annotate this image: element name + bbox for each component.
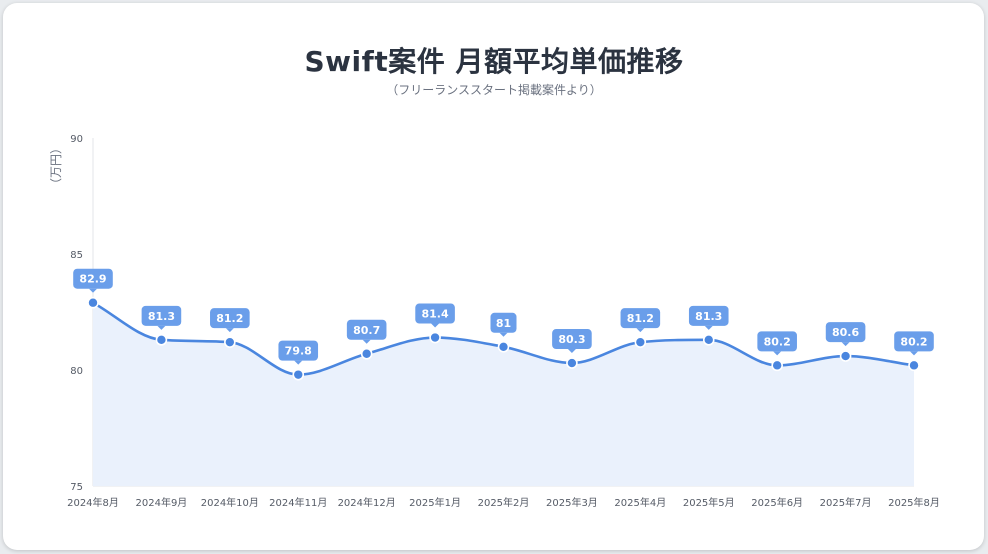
data-label-pointer [567,349,576,354]
data-point [702,334,715,346]
data-label: 80.2 [757,331,797,356]
data-point [771,359,783,372]
data-point [634,336,647,348]
data-point [224,336,236,348]
x-tick-label: 2025年2月 [478,496,530,509]
x-tick-label: 2024年10月 [201,496,259,509]
data-point [566,357,578,369]
data-label-pointer [499,332,508,337]
data-label-pointer [841,342,850,347]
data-label: 81 [490,312,517,337]
data-label-text: 80.3 [558,333,585,346]
data-label-box [346,319,387,340]
data-point [292,368,305,381]
data-label-pointer [225,328,234,333]
y-axis-ticks: 75 80 85 90 [70,134,83,493]
y-tick-label: 85 [70,250,83,261]
data-label-pointer [431,323,440,328]
x-tick-label: 2024年11月 [269,496,327,509]
data-label-box [757,331,797,352]
data-label-box [552,329,592,350]
x-tick-label: 2024年12月 [338,496,396,509]
data-label-text: 81.2 [627,312,654,325]
data-label-text: 82.9 [79,273,106,286]
area-shape [93,302,914,486]
x-tick-label: 2025年3月 [546,496,598,509]
data-label-text: 80.7 [353,324,380,337]
x-tick-label: 2024年9月 [136,496,188,509]
data-points [87,296,920,381]
data-label-box [73,268,113,289]
data-label-box [278,340,319,361]
x-tick-label: 2025年1月 [409,496,461,509]
data-label: 81.2 [620,308,661,333]
data-label-pointer [704,325,713,330]
data-label: 79.8 [278,340,319,365]
chart-title: Swift案件 月額平均単価推移 [304,45,684,78]
y-tick-label: 90 [70,134,83,145]
data-point [497,340,510,353]
data-label-pointer [773,351,782,356]
data-label: 82.9 [73,268,113,293]
chart-subtitle: （フリーランススタート掲載案件より） [386,83,602,97]
data-label-box [825,322,866,343]
y-tick-label: 75 [70,482,83,493]
data-labels: 82.9 81.3 81.2 79.8 80.7 81.4 81 80.3 81.2 81.3 80… [73,268,934,365]
data-label-pointer [910,351,918,356]
data-label-box [620,308,661,329]
x-tick-label: 2025年8月 [888,496,940,509]
data-label-text: 80.2 [764,335,791,348]
data-label-box [141,305,182,326]
data-label-pointer [294,360,303,365]
data-label-pointer [636,328,645,333]
data-label-text: 79.8 [285,345,312,358]
data-point [429,331,441,344]
x-tick-label: 2025年4月 [614,496,666,509]
data-label-text: 80.2 [900,335,927,348]
data-label: 81.3 [141,305,182,330]
data-label-text: 81 [496,317,511,330]
data-label-pointer [362,339,371,344]
data-point [87,296,99,309]
x-axis-ticks: 2024年8月 2024年9月 2024年10月 2024年11月 2024年12月 20… [67,496,940,509]
data-point [155,334,168,346]
data-label-box [490,312,517,333]
data-label: 80.3 [552,329,592,354]
data-label-text: 80.6 [832,326,859,339]
data-label: 81.4 [415,303,455,328]
x-tick-label: 2024年8月 [67,496,119,509]
data-point [839,350,852,362]
data-label-text: 81.3 [148,310,175,323]
data-label-box [415,303,455,324]
data-label: 81.3 [688,305,729,330]
data-label-text: 81.4 [422,308,449,321]
x-tick-label: 2025年5月 [683,496,735,509]
data-label-box [894,331,934,352]
data-label: 80.6 [825,322,866,347]
data-label: 80.7 [346,319,387,344]
y-tick-label: 80 [70,366,83,377]
data-point [908,359,920,372]
x-tick-label: 2025年7月 [820,496,872,509]
data-label: 81.2 [210,308,250,333]
data-label-text: 81.3 [695,310,722,323]
data-point [360,347,373,360]
data-label-text: 81.2 [216,312,243,325]
data-label-box [688,305,729,326]
data-label: 80.2 [894,331,934,356]
data-label-pointer [89,288,97,293]
x-tick-label: 2025年6月 [751,496,803,509]
data-label-pointer [157,325,166,330]
area-fill [93,302,914,486]
data-label-box [210,308,250,329]
